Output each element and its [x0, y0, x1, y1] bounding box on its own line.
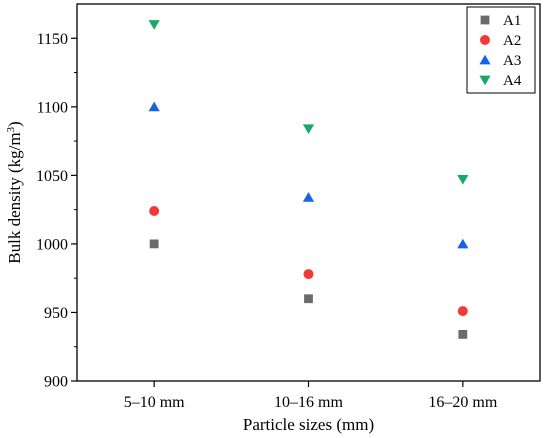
data-points — [148, 20, 469, 339]
legend-marker-a2 — [480, 35, 490, 45]
y-tick-label: 1050 — [36, 168, 68, 185]
point-a1 — [304, 294, 313, 304]
y-tick-label: 1000 — [36, 236, 68, 253]
legend-label-a3: A3 — [503, 53, 521, 69]
legend-box — [466, 6, 536, 94]
x-tick-label: 5–10 mm — [124, 394, 185, 411]
point-a1 — [458, 329, 468, 339]
point-a1 — [149, 239, 159, 249]
point-a2 — [149, 206, 160, 217]
y-tick-label: 1150 — [37, 31, 68, 48]
point-a3 — [457, 238, 469, 249]
legend-label-a2: A2 — [503, 33, 521, 49]
y-axis-title-end: ) — [5, 121, 24, 127]
x-tick-label: 16–20 mm — [428, 394, 497, 411]
legend-label-a4: A4 — [503, 73, 522, 89]
point-a3 — [302, 192, 315, 202]
point-a4 — [148, 20, 160, 30]
point-a2 — [457, 306, 468, 317]
point-a2 — [303, 269, 314, 280]
legend-marker-a4 — [479, 75, 491, 86]
legend-label-a1: A1 — [503, 13, 521, 29]
point-a4 — [302, 124, 315, 134]
legend-marker-a1 — [480, 15, 490, 25]
point-a4 — [457, 175, 469, 185]
x-axis-title: Particle sizes (mm) — [243, 415, 374, 434]
legend: A1 A2 A3 A4 — [466, 6, 536, 94]
y-axis-title-main: Bulk density (kg/m — [5, 132, 24, 263]
x-axis: 5–10 mm 10–16 mm 16–20 mm — [124, 381, 498, 411]
y-axis-title: Bulk density (kg/m3) — [5, 121, 24, 263]
x-tick-label: 10–16 mm — [274, 394, 343, 411]
y-tick-label: 950 — [44, 305, 68, 322]
y-axis: 900 950 1000 1050 1100 1150 — [36, 31, 77, 391]
y-tick-label: 900 — [44, 374, 68, 391]
y-axis-title-sup: 3 — [5, 126, 17, 132]
legend-marker-a3 — [479, 54, 491, 65]
point-a3 — [148, 101, 160, 112]
y-tick-label: 1100 — [37, 99, 68, 116]
